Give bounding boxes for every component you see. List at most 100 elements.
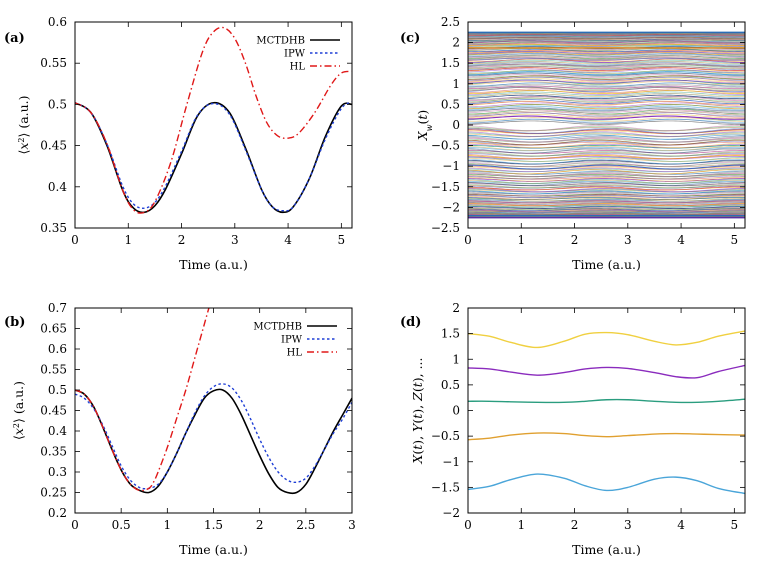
trajectory-line [468,107,745,112]
legend: MCTDHB IPW HL [253,322,337,359]
trajectory-line [468,155,745,160]
trajectory-line [468,66,745,70]
y-tick-label: 0 [452,404,460,418]
trajectory-line [468,156,745,162]
trajectory-line [468,85,745,90]
trajectory-line [468,105,745,111]
trajectory-line [468,56,745,60]
trajectory-line [468,59,745,64]
x-tick-label: 3 [348,518,356,532]
trajectory-line [468,99,745,105]
trajectory-line [468,40,745,43]
x-tick-label: 2 [178,233,186,247]
x-tick-label: 2 [256,518,264,532]
trajectory-line [468,202,745,206]
y-tick-label: 0.7 [48,301,67,315]
y-tick-label: 0.5 [441,378,460,392]
x-tick-label: 0 [71,518,79,532]
trajectory-line [468,76,745,81]
trajectory-line [468,132,745,137]
trajectory-line [468,102,745,108]
panel-c: 0 1 2 3 4 5 −2.5 −2 −1.5 −1 −0.5 0 0.5 1 1.5 2 2.5 Time (… [400,15,746,272]
trajectory-line [468,184,745,189]
y-tick-label: 0.5 [441,97,460,111]
x-tick-label: 1 [517,518,525,532]
trajectory-line [468,169,745,175]
trajectory-line [468,201,745,205]
trajectory-line [468,87,745,92]
trajectory-line [468,90,745,95]
y-tick-label: 0.35 [40,445,67,459]
trajectory-line [468,109,745,114]
trajectory-line [468,42,745,45]
trajectory-line [468,160,745,165]
trajectory-line [468,187,745,193]
trajectory-line [468,192,745,197]
trajectory-line [468,58,745,62]
x-tick-label: 1.5 [204,518,223,532]
trajectory-line [468,194,745,199]
trajectory-line [468,208,745,212]
y-tick-label: 0.45 [40,404,67,418]
panel-a: 0 1 2 3 4 5 0.35 0.4 0.45 0.5 0.55 0.6 Time (a.u.) ⟨x… [4,15,353,272]
trajectory-line [468,158,745,165]
y-tick-label: 2.5 [441,15,460,29]
plot-area [468,330,745,495]
y-tick-label: 1 [452,77,460,91]
trajectory-line [468,199,745,204]
x-tick-label: 1 [164,518,172,532]
trajectory-line [468,57,745,61]
legend-label: MCTDHB [256,36,305,47]
legend-label: MCTDHB [253,322,302,333]
y-tick-label: 0.35 [40,221,67,235]
x-tick-label: 4 [677,518,685,532]
trajectory-line [468,108,745,115]
trajectory-line [468,68,745,73]
trajectory-line [468,36,745,39]
y-tick-label: 0.6 [48,15,67,29]
x-axis-label: Time (a.u.) [179,257,248,272]
panel-d: 0 1 2 3 4 5 −2 −1.5 −1 −0.5 0 0.5 1 1.5 2 Time (a.u.) X(… [400,301,746,557]
y-tick-label: 0.3 [48,465,67,479]
y-tick-label: 0.6 [48,342,67,356]
trajectory-line [468,136,745,143]
x-tick-label: 2 [571,518,579,532]
trajectory-line [468,64,745,69]
trajectory-line [468,142,745,149]
series-line-trajectory-0 [468,330,745,349]
trajectory-line [468,125,745,131]
y-axis-label: Xw(t) [415,110,434,142]
trajectory-line [468,131,745,137]
trajectory-line [468,113,745,119]
trajectory-line [468,139,745,146]
y-tick-label: 0.65 [40,322,67,336]
trajectory-line [468,126,745,132]
plot-frame [74,21,353,229]
trajectory-line [468,67,745,71]
trajectory-line [468,179,745,184]
y-tick-label: 2 [452,301,460,315]
x-tick-label: 3 [624,233,632,247]
trajectory-line [468,74,745,78]
trajectory-line [468,63,745,68]
legend-label: HL [287,348,303,359]
trajectory-line [468,162,745,168]
x-tick-label: 0 [464,518,472,532]
trajectory-line [468,164,745,170]
y-tick-label: 0.2 [48,506,67,520]
trajectory-line [468,82,745,87]
y-tick-label: 2 [452,36,460,50]
y-tick-label: −1 [442,455,460,469]
plot-frame [74,307,353,514]
trajectory-line [468,153,745,157]
trajectory-line [468,78,745,83]
plot-area [75,26,352,214]
series-line-ipw [75,101,352,212]
y-tick-label: −2 [442,506,460,520]
y-tick-label: 0.5 [48,383,67,397]
series-line-trajectory-2 [468,398,745,404]
trajectory-line [468,72,745,77]
series-line-ipw [75,383,352,490]
y-tick-label: 0.5 [48,97,67,111]
trajectory-line [468,84,745,89]
